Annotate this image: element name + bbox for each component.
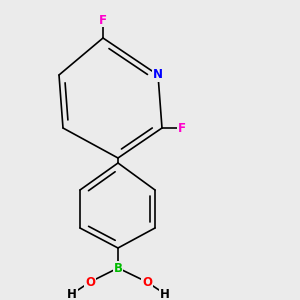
Text: O: O — [85, 275, 95, 289]
Text: F: F — [99, 14, 107, 26]
Text: N: N — [153, 68, 163, 82]
Text: H: H — [160, 287, 170, 300]
Text: B: B — [113, 262, 122, 275]
Text: F: F — [178, 122, 186, 134]
Text: H: H — [67, 287, 77, 300]
Text: O: O — [142, 275, 152, 289]
